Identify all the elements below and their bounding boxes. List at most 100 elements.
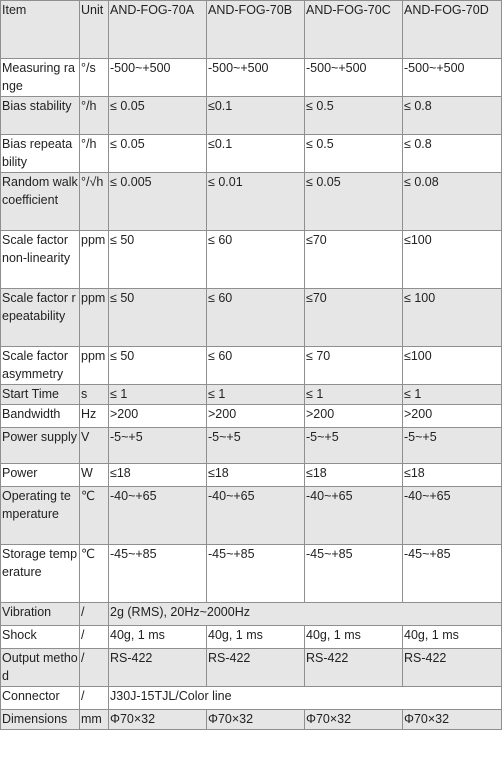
value-cell: ≤ 1	[402, 384, 502, 405]
value-cell: ≤ 50	[108, 346, 207, 385]
unit-cell: /	[79, 602, 109, 626]
value-cell: 40g, 1 ms	[108, 625, 207, 649]
unit-cell: W	[79, 463, 109, 487]
item-cell: Vibration	[0, 602, 80, 626]
item-cell: Dimensions	[0, 709, 80, 730]
value-cell: ≤ 70	[304, 346, 403, 385]
value-cell: >200	[206, 404, 305, 428]
table-row: Operating temperature ℃ -40~+65 -40~+65 -40~…	[0, 486, 502, 545]
table-row: Storage temperature ℃ -45~+85 -45~+85 -45~+8…	[0, 544, 502, 603]
value-cell: ≤ 1	[108, 384, 207, 405]
table-row: Random walk coefficient °/√h ≤ 0.005 ≤ 0.01…	[0, 172, 502, 231]
value-cell: ≤ 0.5	[304, 96, 403, 135]
value-cell: Φ70×32	[304, 709, 403, 730]
table-row: Scale factor asymmetry ppm ≤ 50 ≤ 60 ≤ 70 ≤10…	[0, 346, 502, 385]
value-cell: ≤ 0.01	[206, 172, 305, 231]
table-row: Scale factor repeatability ppm ≤ 50 ≤ 60 ≤70…	[0, 288, 502, 347]
value-cell: -45~+85	[206, 544, 305, 603]
value-cell: ≤ 60	[206, 288, 305, 347]
value-cell: -5~+5	[402, 427, 502, 464]
unit-cell: ppm	[79, 346, 109, 385]
header-cell: Unit	[79, 0, 109, 59]
table-row: Vibration/2g (RMS), 20Hz~2000Hz	[0, 602, 502, 626]
header-cell: AND-FOG-70D	[402, 0, 502, 59]
unit-cell: °/s	[79, 58, 109, 97]
item-cell: Storage temperature	[0, 544, 80, 603]
value-cell: ≤70	[304, 288, 403, 347]
value-cell: 40g, 1 ms	[304, 625, 403, 649]
item-cell: Power	[0, 463, 80, 487]
value-cell: ≤ 0.005	[108, 172, 207, 231]
item-cell: Random walk coefficient	[0, 172, 80, 231]
value-cell: -40~+65	[108, 486, 207, 545]
item-cell: Operating temperature	[0, 486, 80, 545]
value-cell: -40~+65	[206, 486, 305, 545]
value-cell: -40~+65	[402, 486, 502, 545]
value-cell: Φ70×32	[206, 709, 305, 730]
table-row: Power W ≤18 ≤18 ≤18 ≤18	[0, 463, 502, 487]
value-cell: ≤ 50	[108, 230, 207, 289]
item-cell: Shock	[0, 625, 80, 649]
table-row: Shock/40g, 1 ms 40g, 1 ms 40g, 1 ms 40g, 1 …	[0, 625, 502, 649]
item-cell: Output method	[0, 648, 80, 687]
value-cell: ≤70	[304, 230, 403, 289]
value-cell: ≤ 0.05	[304, 172, 403, 231]
table-row: Bias stability °/h ≤ 0.05 ≤0.1 ≤ 0.5 ≤ 0.8	[0, 96, 502, 135]
value-cell: ≤ 0.05	[108, 134, 207, 173]
value-cell: ≤18	[402, 463, 502, 487]
table-row: Dimensions mm Φ70×32 Φ70×32 Φ70×32 Φ70×32	[0, 709, 502, 730]
value-cell: ≤ 1	[304, 384, 403, 405]
value-cell: >200	[402, 404, 502, 428]
unit-cell: mm	[79, 709, 109, 730]
item-cell: Bias stability	[0, 96, 80, 135]
value-cell: -5~+5	[304, 427, 403, 464]
unit-cell: V	[79, 427, 109, 464]
unit-cell: /	[79, 648, 109, 687]
value-cell: ≤ 1	[206, 384, 305, 405]
table-row: Measuring range °/s -500~+500 -500~+500 -500…	[0, 58, 502, 97]
value-cell: RS-422	[402, 648, 502, 687]
item-cell: Power supply	[0, 427, 80, 464]
table-row: Bandwidth Hz >200 >200 >200 >200	[0, 404, 502, 428]
unit-cell: °/√h	[79, 172, 109, 231]
table-row: Bias repeatability °/h ≤ 0.05 ≤0.1 ≤ 0.5 ≤ 0.…	[0, 134, 502, 173]
item-cell: Connector	[0, 686, 80, 710]
spec-table: Item Unit AND-FOG-70A AND-FOG-70B AND-FOG-70…	[0, 0, 502, 730]
value-cell: -45~+85	[108, 544, 207, 603]
item-cell: Start Time	[0, 384, 80, 405]
value-cell: ≤18	[108, 463, 207, 487]
table-row: Start Time s ≤ 1 ≤ 1 ≤ 1 ≤ 1	[0, 384, 502, 405]
value-cell: >200	[304, 404, 403, 428]
value-cell: ≤100	[402, 230, 502, 289]
value-cell: ≤ 0.8	[402, 134, 502, 173]
value-cell: -5~+5	[206, 427, 305, 464]
item-cell: Scale factor asymmetry	[0, 346, 80, 385]
value-cell: -40~+65	[304, 486, 403, 545]
unit-cell: ppm	[79, 288, 109, 347]
value-cell: ≤ 0.08	[402, 172, 502, 231]
item-cell: Bias repeatability	[0, 134, 80, 173]
header-row: Item Unit AND-FOG-70A AND-FOG-70B AND-FOG-70…	[0, 0, 502, 59]
value-cell: RS-422	[304, 648, 403, 687]
value-cell: Φ70×32	[108, 709, 207, 730]
value-cell: -500~+500	[402, 58, 502, 97]
table-row: Power supply V -5~+5 -5~+5 -5~+5 -5~+5	[0, 427, 502, 464]
value-cell: -500~+500	[304, 58, 403, 97]
item-cell: Scale factor repeatability	[0, 288, 80, 347]
unit-cell: ppm	[79, 230, 109, 289]
unit-cell: /	[79, 686, 109, 710]
unit-cell: °/h	[79, 134, 109, 173]
value-cell: RS-422	[206, 648, 305, 687]
header-cell: Item	[0, 0, 80, 59]
value-cell: ≤18	[304, 463, 403, 487]
value-cell: 40g, 1 ms	[402, 625, 502, 649]
value-cell: ≤ 100	[402, 288, 502, 347]
unit-cell: /	[79, 625, 109, 649]
value-cell: -500~+500	[206, 58, 305, 97]
value-cell: RS-422	[108, 648, 207, 687]
value-cell: ≤ 50	[108, 288, 207, 347]
item-cell: Scale factor non-linearity	[0, 230, 80, 289]
value-cell: 2g (RMS), 20Hz~2000Hz	[108, 602, 502, 626]
value-cell: ≤ 60	[206, 230, 305, 289]
value-cell: J30J-15TJL/Color line	[108, 686, 502, 710]
